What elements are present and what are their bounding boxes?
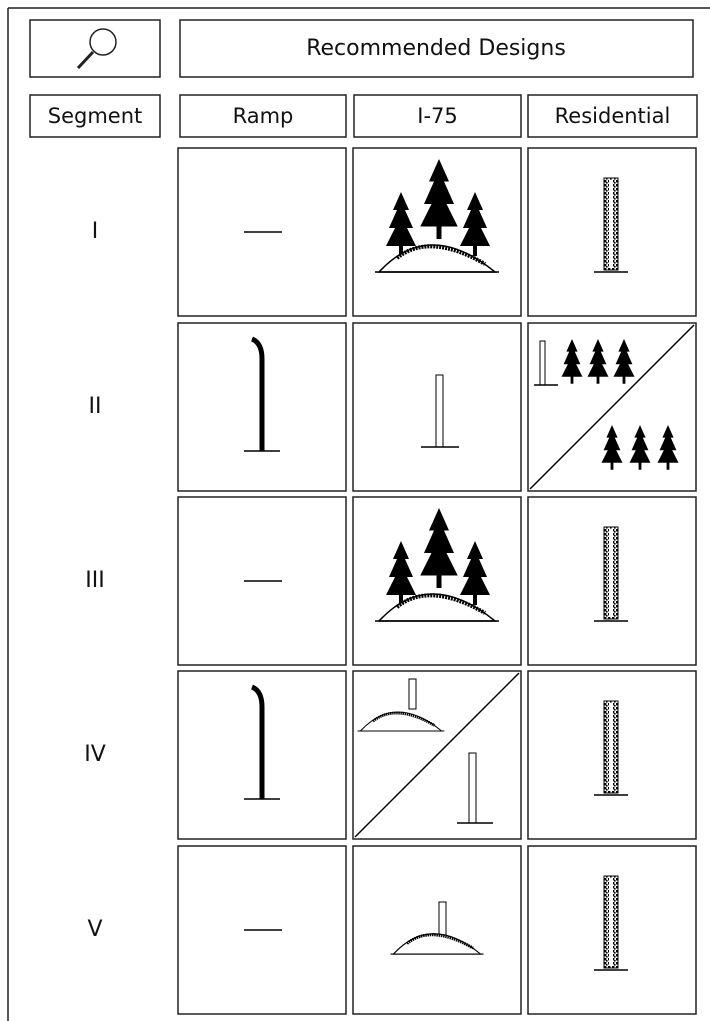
row-label: V: [87, 917, 102, 942]
column-header: Segment: [48, 104, 143, 128]
title: Recommended Designs: [306, 36, 566, 61]
column-header-box: [353, 94, 522, 138]
search-button[interactable]: [29, 19, 161, 78]
column-header-box: [527, 94, 698, 138]
title-box: [179, 19, 694, 78]
column-header: Residential: [555, 104, 671, 128]
row-label: I: [92, 219, 99, 244]
design-cell: [352, 845, 522, 1015]
column-header: I-75: [417, 104, 458, 128]
column-header-box: [29, 94, 161, 138]
column-header-box: [179, 94, 347, 138]
row-label: III: [85, 568, 104, 593]
row-label: IV: [84, 742, 106, 767]
column-header: Ramp: [233, 104, 294, 128]
row-label: II: [89, 394, 102, 419]
